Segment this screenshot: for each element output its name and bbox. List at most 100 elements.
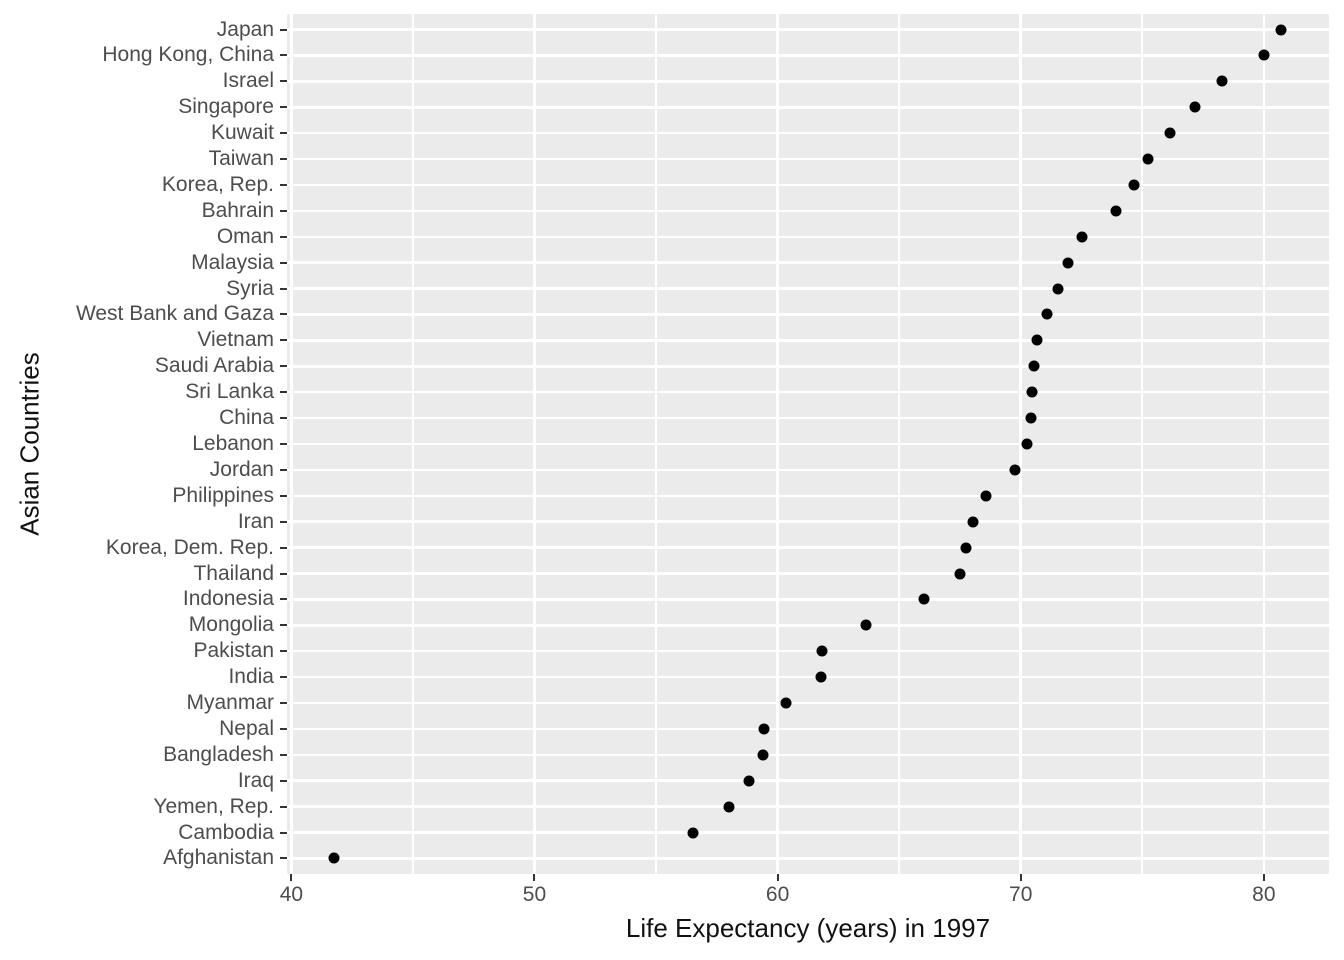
- data-point: [815, 671, 827, 683]
- y-tick-mark: [280, 598, 287, 601]
- data-point: [816, 645, 828, 657]
- y-tick-label: Jordan: [209, 457, 274, 481]
- y-major-gridline: [287, 339, 1329, 342]
- y-major-gridline: [287, 261, 1329, 264]
- y-major-gridline: [287, 442, 1329, 446]
- data-point: [1258, 49, 1270, 61]
- y-tick-label: Nepal: [219, 716, 274, 740]
- y-tick-label: Sri Lanka: [185, 380, 274, 404]
- y-major-gridline: [287, 390, 1329, 394]
- data-point: [1216, 75, 1228, 87]
- y-tick-label: India: [228, 665, 274, 689]
- y-tick-mark: [280, 209, 287, 212]
- y-major-gridline: [287, 701, 1329, 705]
- y-tick-label: Korea, Rep.: [161, 172, 274, 196]
- data-point: [723, 801, 735, 813]
- y-tick-label: Philippines: [172, 483, 274, 507]
- y-major-gridline: [287, 416, 1329, 420]
- y-tick-label: Kuwait: [210, 121, 274, 145]
- y-major-gridline: [287, 779, 1329, 782]
- y-tick-mark: [280, 702, 287, 705]
- y-major-gridline: [287, 28, 1329, 31]
- y-tick-mark: [280, 624, 287, 627]
- y-tick-label: Malaysia: [191, 250, 274, 274]
- y-major-gridline: [287, 54, 1329, 57]
- y-tick-mark: [280, 365, 287, 368]
- y-tick-label: Syria: [226, 276, 274, 300]
- x-tick-mark: [533, 874, 536, 881]
- y-major-gridline: [287, 727, 1329, 731]
- y-tick-mark: [280, 443, 287, 445]
- data-point: [1041, 308, 1053, 320]
- data-point: [1142, 153, 1154, 165]
- y-tick-mark: [280, 235, 287, 238]
- y-tick-mark: [280, 468, 287, 471]
- y-major-gridline: [287, 546, 1329, 549]
- y-tick-label: China: [219, 406, 274, 430]
- y-tick-mark: [280, 520, 287, 523]
- y-tick-mark: [280, 417, 287, 420]
- y-major-gridline: [287, 857, 1329, 860]
- y-tick-mark: [280, 779, 287, 782]
- data-point: [1009, 464, 1021, 476]
- data-point: [1052, 283, 1064, 295]
- data-point: [1189, 101, 1201, 113]
- y-tick-mark: [280, 261, 287, 264]
- y-major-gridline: [287, 183, 1329, 187]
- data-point: [860, 619, 872, 631]
- y-tick-label: Hong Kong, China: [102, 43, 274, 67]
- y-tick-label: Bangladesh: [163, 742, 274, 766]
- data-point: [1025, 412, 1037, 424]
- y-tick-mark: [280, 831, 287, 834]
- y-tick-mark: [280, 132, 287, 135]
- y-tick-label: Iraq: [237, 768, 274, 792]
- y-tick-label: Saudi Arabia: [154, 354, 274, 378]
- y-tick-mark: [280, 313, 287, 316]
- y-major-gridline: [287, 287, 1329, 290]
- data-point: [780, 697, 792, 709]
- x-tick-label: 70: [1009, 883, 1033, 906]
- x-tick-mark: [1019, 874, 1022, 881]
- x-tick-label: 50: [522, 883, 547, 906]
- data-point: [980, 490, 992, 502]
- data-point: [960, 542, 972, 554]
- y-tick-label: Lebanon: [192, 432, 274, 455]
- y-tick-mark: [280, 391, 287, 394]
- y-major-gridline: [287, 80, 1329, 83]
- y-tick-label: Afghanistan: [163, 846, 274, 870]
- x-axis-title: Life Expectancy (years) in 1997: [625, 913, 991, 943]
- y-tick-label: Iran: [237, 509, 274, 533]
- data-point: [328, 852, 340, 864]
- y-major-gridline: [287, 235, 1329, 239]
- data-point: [1062, 257, 1074, 269]
- y-major-gridline: [287, 131, 1329, 135]
- y-tick-label: West Bank and Gaza: [75, 302, 274, 326]
- y-tick-mark: [280, 650, 287, 653]
- y-tick-label: Pakistan: [193, 639, 274, 663]
- data-point: [1028, 360, 1040, 372]
- y-tick-mark: [280, 158, 287, 161]
- y-tick-label: Myanmar: [186, 691, 274, 715]
- x-tick-label: 40: [279, 883, 304, 906]
- y-major-gridline: [287, 624, 1329, 627]
- y-major-gridline: [287, 805, 1329, 808]
- y-major-gridline: [287, 157, 1329, 161]
- y-major-gridline: [287, 649, 1329, 653]
- data-point: [1110, 205, 1122, 217]
- y-major-gridline: [287, 675, 1329, 679]
- y-tick-mark: [280, 857, 287, 860]
- x-tick-mark: [1262, 874, 1265, 881]
- plot-panel: [287, 14, 1329, 874]
- data-point: [1128, 179, 1140, 191]
- y-tick-label: Singapore: [178, 95, 274, 119]
- y-tick-label: Mongolia: [188, 613, 274, 637]
- y-tick-label: Taiwan: [208, 147, 274, 171]
- data-point: [1076, 231, 1087, 243]
- x-tick-label: 60: [765, 883, 790, 906]
- y-tick-mark: [280, 339, 287, 342]
- y-tick-label: Yemen, Rep.: [153, 794, 274, 818]
- y-major-gridline: [287, 313, 1329, 316]
- data-point: [757, 749, 769, 761]
- x-tick-mark: [776, 874, 779, 881]
- y-major-gridline: [287, 365, 1329, 368]
